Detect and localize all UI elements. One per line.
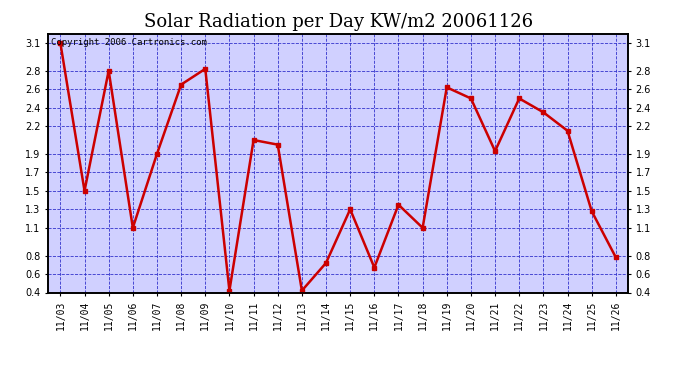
Text: Copyright 2006 Cartronics.com: Copyright 2006 Cartronics.com [51, 38, 207, 46]
Title: Solar Radiation per Day KW/m2 20061126: Solar Radiation per Day KW/m2 20061126 [144, 13, 533, 31]
